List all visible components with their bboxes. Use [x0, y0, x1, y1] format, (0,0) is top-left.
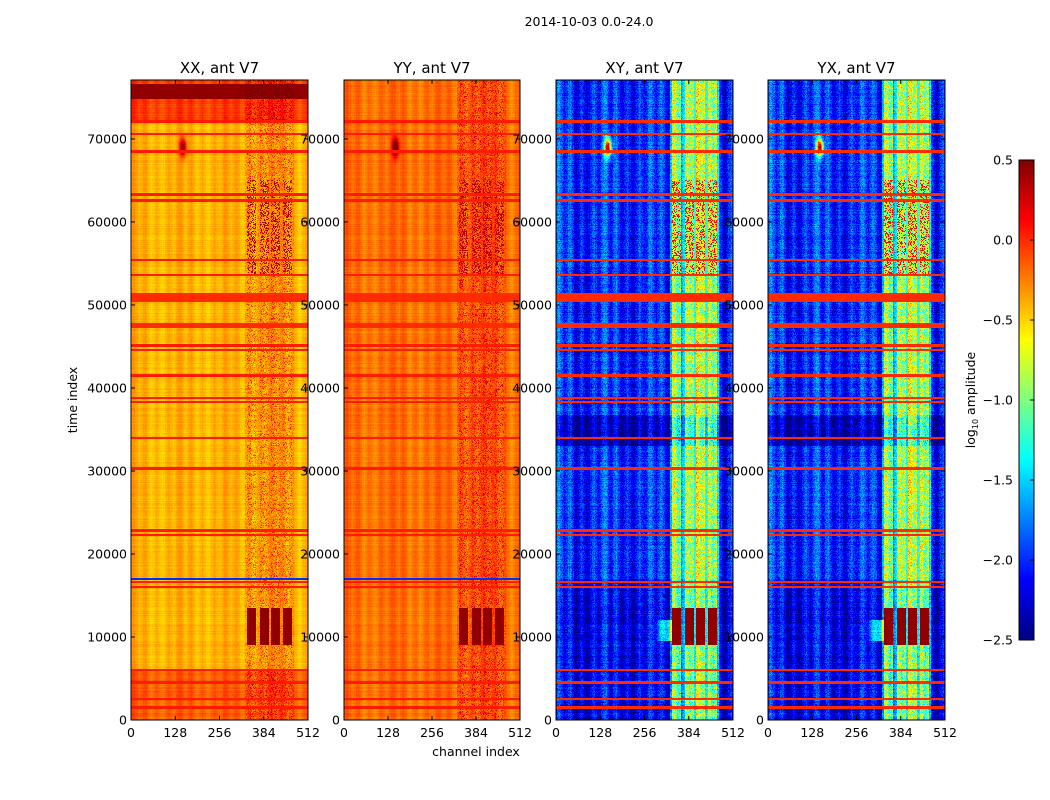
x-tick-label: 0	[764, 725, 772, 740]
y-tick-label: 70000	[300, 131, 340, 146]
y-tick-label: 0	[544, 713, 552, 728]
x-tick-label: 512	[933, 725, 957, 740]
y-tick-label: 60000	[724, 214, 764, 229]
y-tick-label: 10000	[87, 629, 127, 644]
y-tick-label: 70000	[87, 131, 127, 146]
colorbar-tick-label: −0.5	[983, 313, 1013, 328]
colorbar-tick-label: −1.0	[983, 393, 1013, 408]
panel-frame-xy	[555, 79, 734, 721]
x-axis-label: channel index	[432, 744, 520, 759]
y-tick-label: 20000	[724, 546, 764, 561]
colorbar-tick-label: −2.5	[983, 633, 1013, 648]
panel-title-xx: XX, ant V7	[180, 59, 259, 77]
y-tick-label: 30000	[300, 463, 340, 478]
y-tick-label: 50000	[512, 297, 552, 312]
panel-title-yy: YY, ant V7	[392, 59, 470, 77]
x-tick-label: 128	[588, 725, 612, 740]
y-tick-label: 0	[756, 713, 764, 728]
y-tick-label: 0	[119, 713, 127, 728]
colorbar-gradient	[1019, 160, 1034, 640]
x-tick-label: 256	[633, 725, 657, 740]
y-tick-label: 50000	[724, 297, 764, 312]
panel-title-yx: YX, ant V7	[816, 59, 895, 77]
colorbar-label: log10 amplitude	[963, 351, 980, 448]
colorbar-tick-label: 0.0	[993, 233, 1013, 248]
panel-title-xy: XY, ant V7	[605, 59, 683, 77]
y-tick-label: 50000	[87, 297, 127, 312]
x-tick-label: 384	[889, 725, 913, 740]
x-tick-label: 384	[677, 725, 701, 740]
y-tick-label: 20000	[512, 546, 552, 561]
y-tick-label: 60000	[512, 214, 552, 229]
y-tick-label: 40000	[300, 380, 340, 395]
y-tick-label: 30000	[87, 463, 127, 478]
panel-frame-yx	[767, 79, 946, 721]
y-tick-label: 70000	[512, 131, 552, 146]
x-tick-label: 0	[127, 725, 135, 740]
y-tick-label: 10000	[512, 629, 552, 644]
x-tick-label: 256	[208, 725, 232, 740]
y-tick-label: 50000	[300, 297, 340, 312]
x-tick-label: 384	[464, 725, 488, 740]
y-tick-label: 40000	[724, 380, 764, 395]
panel-frame-yy	[343, 79, 521, 721]
y-axis-label: time index	[65, 367, 80, 433]
y-tick-label: 60000	[87, 214, 127, 229]
x-tick-label: 0	[552, 725, 560, 740]
x-tick-label: 128	[163, 725, 187, 740]
y-tick-label: 60000	[300, 214, 340, 229]
x-tick-label: 128	[376, 725, 400, 740]
y-tick-label: 20000	[300, 546, 340, 561]
x-tick-label: 256	[845, 725, 869, 740]
y-tick-label: 40000	[87, 380, 127, 395]
y-tick-label: 30000	[512, 463, 552, 478]
x-tick-label: 512	[508, 725, 532, 740]
heatmap-yx	[768, 80, 945, 720]
panel-frame-xx	[130, 79, 309, 721]
x-tick-label: 128	[800, 725, 824, 740]
y-tick-label: 30000	[724, 463, 764, 478]
y-tick-label: 70000	[724, 131, 764, 146]
colorbar-tick-label: −2.0	[983, 553, 1013, 568]
y-tick-label: 40000	[512, 380, 552, 395]
figure-title: 2014-10-03 0.0-24.0	[525, 14, 654, 29]
x-tick-label: 0	[340, 725, 348, 740]
y-tick-label: 20000	[87, 546, 127, 561]
colorbar-tick-label: 0.5	[993, 153, 1013, 168]
x-tick-label: 512	[721, 725, 745, 740]
colorbar-tick-label: −1.5	[983, 473, 1013, 488]
heatmap-xy	[556, 80, 733, 720]
heatmap-xx	[131, 80, 308, 720]
x-tick-label: 512	[296, 725, 320, 740]
y-tick-label: 10000	[724, 629, 764, 644]
heatmap-yy	[344, 80, 520, 720]
y-tick-label: 10000	[300, 629, 340, 644]
y-tick-label: 0	[332, 713, 340, 728]
x-tick-label: 256	[420, 725, 444, 740]
x-tick-label: 384	[252, 725, 276, 740]
